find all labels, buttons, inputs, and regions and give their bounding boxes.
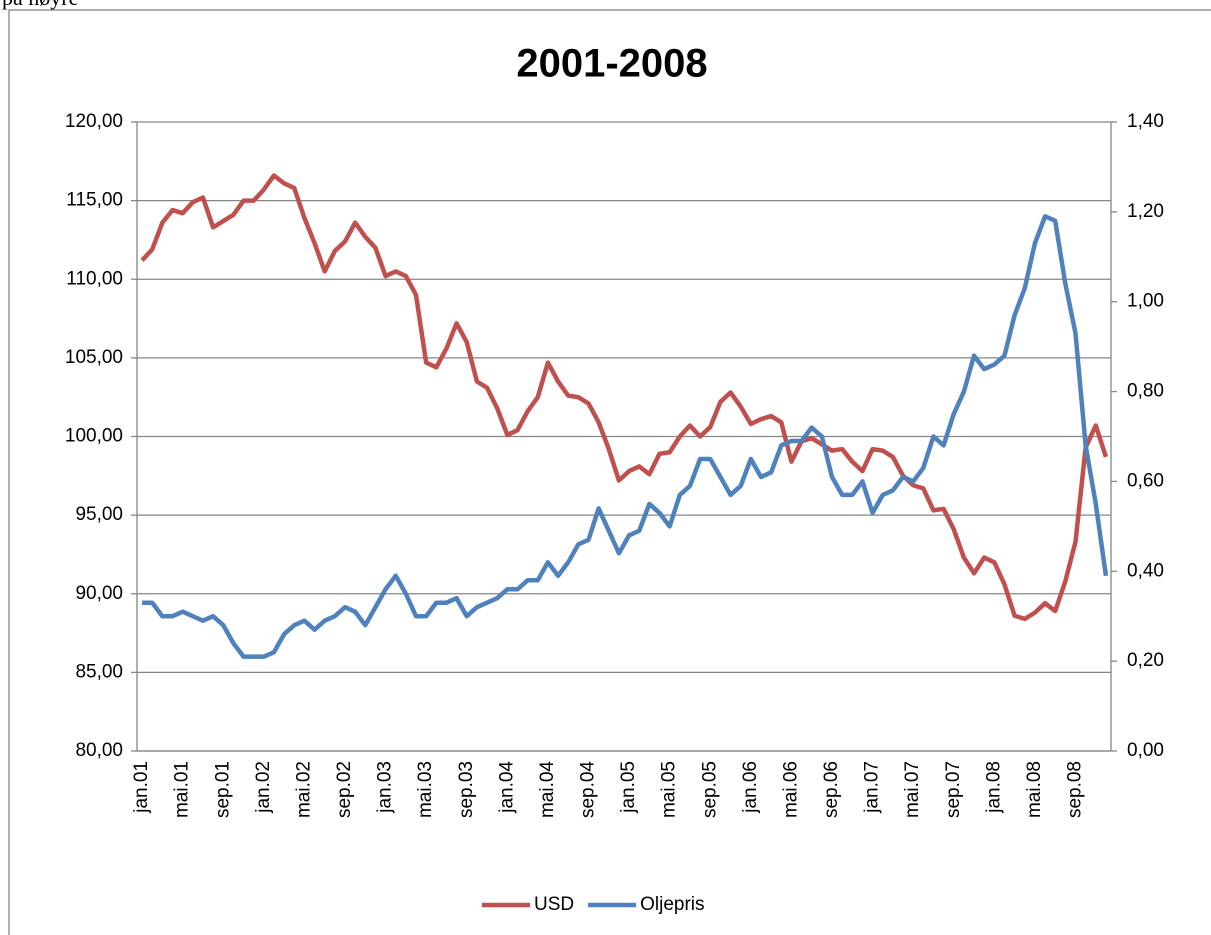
y-tick-label: 85,00 bbox=[75, 661, 123, 682]
y2-tick-label: 1,40 bbox=[1127, 111, 1164, 132]
x-tick-label: jan.03 bbox=[375, 761, 396, 814]
y2-tick-label: 1,00 bbox=[1127, 291, 1164, 312]
y-tick-label: 105,00 bbox=[65, 347, 123, 368]
y2-tick-label: 1,20 bbox=[1127, 201, 1164, 222]
x-tick-label: sep.06 bbox=[821, 761, 842, 818]
note-text: på høyre bbox=[2, 0, 78, 10]
x-tick-label: jan.08 bbox=[983, 761, 1004, 814]
y-tick-label: 110,00 bbox=[66, 268, 123, 289]
y2-tick-label: 0,40 bbox=[1127, 560, 1164, 581]
x-tick-label: sep.05 bbox=[699, 761, 720, 818]
x-tick-label: jan.05 bbox=[618, 761, 639, 814]
y-tick-label: 115,00 bbox=[66, 190, 123, 211]
y2-tick-label: 0,20 bbox=[1127, 650, 1164, 671]
legend-label: Oljepris bbox=[640, 894, 704, 915]
x-tick-label: mai.02 bbox=[293, 761, 314, 818]
y2-tick-label: 0,60 bbox=[1127, 470, 1164, 491]
x-tick-label: sep.02 bbox=[334, 761, 355, 818]
x-tick-label: jan.01 bbox=[131, 761, 152, 814]
y2-tick-label: 0,80 bbox=[1127, 381, 1164, 402]
x-tick-label: mai.05 bbox=[659, 761, 680, 818]
x-tick-label: jan.04 bbox=[496, 761, 517, 814]
x-tick-label: jan.02 bbox=[253, 761, 274, 814]
x-tick-label: sep.04 bbox=[578, 761, 599, 818]
y-tick-label: 120,00 bbox=[65, 111, 123, 132]
y2-tick-label: 0,00 bbox=[1127, 740, 1164, 761]
x-tick-label: sep.01 bbox=[212, 761, 233, 818]
x-tick-label: mai.03 bbox=[415, 761, 436, 818]
y-tick-label: 100,00 bbox=[65, 426, 123, 447]
y-tick-label: 95,00 bbox=[75, 504, 123, 525]
chart-title: 2001-2008 bbox=[516, 42, 707, 86]
y-tick-label: 80,00 bbox=[75, 740, 123, 761]
x-tick-label: jan.06 bbox=[740, 761, 761, 814]
chart-frame bbox=[8, 9, 1211, 935]
x-tick-label: mai.04 bbox=[537, 761, 558, 818]
x-tick-label: sep.03 bbox=[456, 761, 477, 818]
x-tick-label: mai.08 bbox=[1024, 761, 1045, 818]
y-tick-label: 90,00 bbox=[75, 583, 123, 604]
x-tick-label: mai.07 bbox=[902, 761, 923, 818]
x-tick-label: mai.06 bbox=[780, 761, 801, 818]
series-line bbox=[142, 214, 1109, 659]
series-line bbox=[140, 173, 1109, 622]
x-tick-label: mai.01 bbox=[172, 761, 193, 818]
legend-label: USD bbox=[534, 894, 574, 915]
x-tick-label: jan.07 bbox=[862, 761, 883, 814]
x-tick-label: sep.08 bbox=[1065, 761, 1086, 818]
x-tick-label: sep.07 bbox=[943, 761, 964, 818]
